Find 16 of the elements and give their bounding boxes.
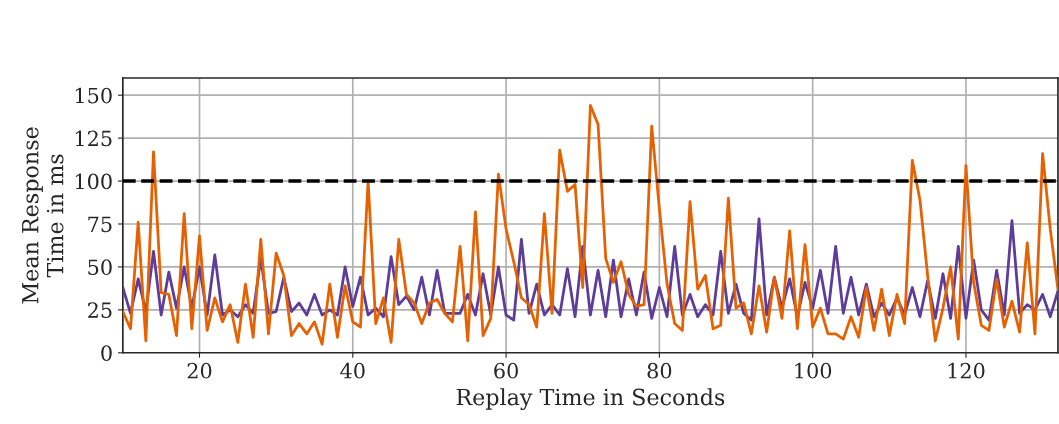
y-tick-label: 0: [101, 345, 112, 361]
x-tick-label: 80: [647, 362, 672, 379]
y-tick-label: 150: [75, 87, 112, 104]
y-tick-label: 75: [88, 216, 112, 233]
y-axis-title: Mean Response Time in ms: [22, 127, 64, 304]
line-series: [122, 104, 1058, 346]
y-tick-label: 50: [88, 259, 112, 276]
x-axis-title: Replay Time in Seconds: [456, 388, 725, 411]
x-tick-label: 40: [340, 362, 365, 379]
y-tick-label: 125: [75, 130, 112, 147]
x-tick-label: 20: [187, 362, 212, 379]
x-tick-label: 120: [948, 362, 985, 379]
x-tick-label: 100: [795, 362, 832, 379]
x-tick-label: 60: [494, 362, 518, 379]
y-tick-label: 100: [75, 173, 112, 190]
y-tick-label: 25: [88, 302, 112, 319]
